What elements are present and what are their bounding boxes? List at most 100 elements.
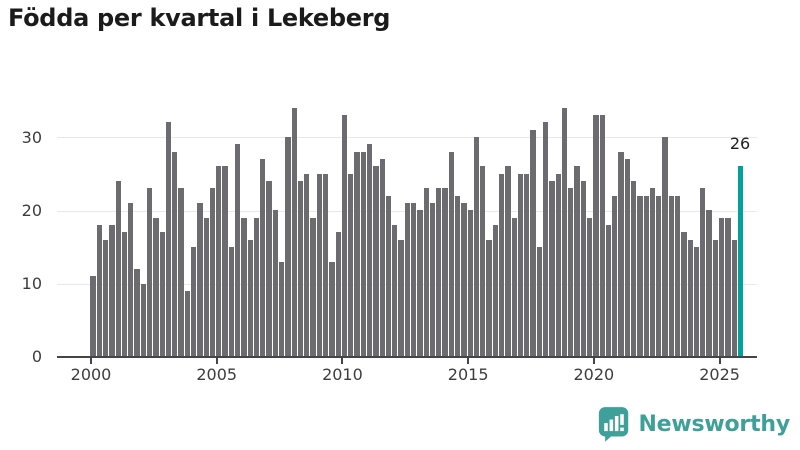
x-tick-label: 2010 [322, 365, 363, 384]
bar [140, 283, 146, 357]
bar [348, 173, 354, 357]
bar [146, 188, 153, 357]
bar [272, 210, 278, 357]
x-axis-tick [341, 358, 344, 364]
bar [630, 181, 637, 357]
bar [542, 122, 549, 357]
bar [536, 247, 542, 357]
bar [561, 107, 568, 357]
last-value-label: 26 [729, 134, 751, 153]
bar [121, 232, 128, 357]
y-tick-label-20: 20 [21, 201, 42, 220]
bar [624, 159, 630, 357]
bar [222, 166, 228, 357]
bar [102, 239, 109, 357]
bar [549, 181, 555, 357]
bar [316, 173, 322, 357]
bar [461, 203, 467, 357]
bar [392, 225, 398, 357]
bar [681, 232, 687, 357]
bar [643, 195, 649, 357]
bar [649, 188, 656, 357]
bar [329, 261, 335, 357]
bar [511, 217, 517, 357]
bar [379, 159, 385, 357]
bar [373, 166, 379, 357]
x-tick-label: 2000 [70, 365, 112, 384]
bar [637, 195, 643, 357]
bar [480, 166, 486, 357]
bar [687, 239, 693, 357]
bar [423, 188, 429, 357]
bar [505, 166, 511, 357]
bar [153, 217, 159, 357]
bar [580, 181, 586, 357]
bar [568, 188, 574, 357]
bar [398, 239, 404, 357]
bar [517, 173, 524, 357]
bar [159, 232, 165, 357]
bar [524, 173, 530, 357]
x-axis-line [57, 356, 757, 358]
bar [486, 239, 492, 357]
bar [656, 195, 662, 357]
bar [115, 181, 121, 357]
bar [448, 151, 454, 357]
bar [172, 151, 178, 357]
bar [454, 195, 461, 357]
bar [410, 203, 417, 357]
x-axis-tick [215, 358, 218, 364]
bar [354, 151, 360, 357]
bar [718, 217, 725, 357]
bar [593, 115, 599, 357]
bar [366, 144, 373, 357]
bar [668, 195, 674, 357]
bar [197, 203, 203, 357]
bar [190, 247, 197, 357]
bar [473, 137, 480, 357]
bar [662, 137, 668, 357]
bar [297, 181, 304, 357]
bar [618, 151, 624, 357]
x-axis-tick [90, 358, 92, 364]
bar [241, 217, 247, 357]
bar [109, 225, 115, 357]
bar [184, 291, 190, 357]
bar [574, 166, 580, 357]
bar [442, 188, 448, 357]
bar [165, 122, 172, 357]
x-tick-label: 2005 [196, 365, 238, 384]
bar [278, 261, 285, 357]
newsworthy-bubble-chart-icon [599, 407, 629, 442]
x-tick-label: 2020 [573, 365, 615, 384]
bar [360, 151, 366, 357]
newsworthy-logo: Newsworthy [598, 406, 790, 442]
gridline-30 [57, 137, 757, 138]
bar [693, 247, 700, 357]
bar [304, 173, 310, 357]
x-axis-tick [467, 358, 470, 364]
bar [530, 129, 536, 357]
x-tick-label: 2025 [699, 365, 740, 384]
bar [467, 210, 473, 357]
bar [285, 137, 291, 357]
bar [712, 239, 718, 357]
chart-title: Födda per kvartal i Lekeberg [8, 4, 391, 32]
bar [498, 173, 505, 357]
y-tick-label-30: 30 [21, 128, 42, 147]
bar [586, 217, 593, 357]
bar [209, 188, 216, 357]
bar [417, 210, 423, 357]
bar [253, 217, 260, 357]
bar [492, 225, 498, 357]
bar [310, 217, 316, 357]
bar [725, 217, 731, 357]
bar [605, 225, 612, 357]
bar [385, 195, 392, 357]
bar [612, 195, 618, 357]
x-axis-tick [718, 358, 721, 364]
bar [128, 203, 134, 357]
bar [90, 276, 96, 357]
highlighted-bar [737, 166, 744, 357]
